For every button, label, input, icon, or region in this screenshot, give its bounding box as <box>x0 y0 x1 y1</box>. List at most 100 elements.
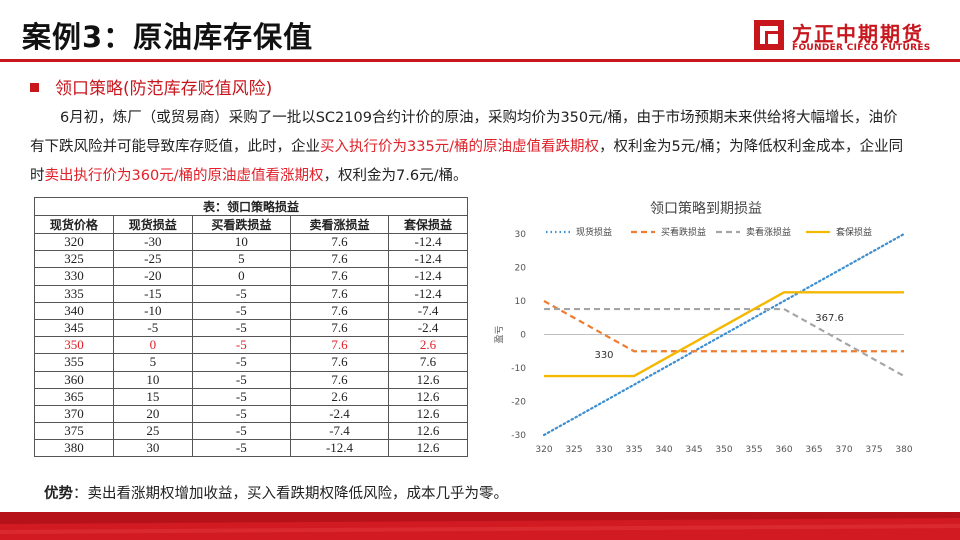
table-row: 320 -30 10 7.6 -12.4 <box>34 232 468 252</box>
legend-label: 现货损益 <box>576 226 612 238</box>
logo-chinese-name: 方正中期期货 <box>792 22 924 46</box>
table-cell: -5 <box>191 404 291 424</box>
paragraph-text-2: ，权利金为5元/桶；为降低权利金成本，企业同时 <box>30 139 904 184</box>
table-cell: -7.4 <box>388 301 468 320</box>
table-cell: 25 <box>112 422 193 441</box>
table-row: 355 5 -5 7.6 7.6 <box>34 353 468 372</box>
table-header: 套保损益 <box>388 215 468 234</box>
y-axis-label: 盈亏 <box>494 325 505 343</box>
x-tick-label: 320 <box>535 445 552 455</box>
advantage-note: 优势：卖出看涨期权增加收益，买入看跌期权降低风险，成本几乎为零。 <box>44 482 508 503</box>
table-cell: -5 <box>191 387 291 406</box>
table-cell: 5 <box>191 250 291 269</box>
table-cell: 12.6 <box>388 439 468 458</box>
table-row: 325 -25 5 7.6 -12.4 <box>34 250 468 269</box>
x-tick-label: 375 <box>865 445 882 455</box>
table-cell: 10 <box>112 370 193 389</box>
paragraph-text-3: ，权利金为7.6元/桶。 <box>323 168 468 184</box>
table-cell: 0 <box>112 336 193 355</box>
table-row: 335 -15 -5 7.6 -12.4 <box>34 284 468 303</box>
table-cell: -12.4 <box>388 250 468 269</box>
x-tick-label: 335 <box>625 445 642 455</box>
table-row: 340 -10 -5 7.6 -7.4 <box>34 301 468 320</box>
table-header: 现货价格 <box>34 215 114 234</box>
table-cell: -20 <box>112 267 193 286</box>
table-cell: 7.6 <box>289 267 390 286</box>
x-tick-label: 370 <box>835 445 852 455</box>
table-caption: 表：领口策略损益 <box>34 197 468 216</box>
table-cell: -2.4 <box>289 404 390 424</box>
x-tick-label: 345 <box>685 445 702 455</box>
y-tick-label: 30 <box>515 230 527 240</box>
series-line-1 <box>542 232 906 437</box>
table-cell: -5 <box>191 422 291 441</box>
table-cell: 335 <box>34 284 114 303</box>
y-tick-label: -20 <box>511 398 526 408</box>
logo-english-name: FOUNDER CIFCO FUTURES <box>792 43 931 53</box>
table-cell: 345 <box>34 318 114 338</box>
table-cell: 7.6 <box>289 370 390 389</box>
table-cell: 7.6 <box>289 232 390 252</box>
table-row: 370 20 -5 -2.4 12.6 <box>34 404 468 424</box>
table-header: 买看跌损益 <box>191 215 291 234</box>
table-row: 345 -5 -5 7.6 -2.4 <box>34 318 468 338</box>
page-title: 案例3：原油库存保值 <box>22 20 314 54</box>
footer-band <box>0 512 960 540</box>
x-tick-label: 380 <box>895 445 912 455</box>
table-cell: 340 <box>34 301 114 320</box>
payoff-chart: 领口策略到期损益 -30 -20 -10 0 10 20 30 320 325 330 335 340 3… <box>486 192 926 468</box>
table-row: 380 30 -5 -12.4 12.6 <box>34 439 468 458</box>
table-row: 330 -20 0 7.6 -12.4 <box>34 267 468 286</box>
table-cell: 330 <box>34 267 114 286</box>
table-cell: -5 <box>191 318 291 338</box>
table-cell: 10 <box>191 232 291 252</box>
table-cell: 30 <box>112 439 193 458</box>
table-cell: 7.6 <box>289 301 390 320</box>
y-tick-label: 20 <box>515 264 527 274</box>
chart-background <box>486 192 926 468</box>
case-description: 6月初，炼厂（或贸易商）采购了一批以SC2109合约计价的原油，采购均价为350… <box>30 104 910 191</box>
table-row: 360 10 -5 7.6 12.6 <box>34 370 468 389</box>
table-header: 卖看涨损益 <box>289 215 390 234</box>
chart-annotation: 367.6 <box>815 313 844 324</box>
table-cell: 370 <box>34 404 114 424</box>
table-cell: 20 <box>112 404 193 424</box>
legend-label: 套保损益 <box>836 226 872 238</box>
y-tick-label: 10 <box>515 297 527 307</box>
paragraph-highlight-put: 买入执行价为335元/桶的原油虚值看跌期权 <box>320 139 600 155</box>
table-cell: -12.4 <box>388 267 468 286</box>
table-cell: 12.6 <box>388 387 468 406</box>
x-tick-label: 330 <box>595 445 612 455</box>
table-cell: 15 <box>112 387 193 406</box>
table-cell: 2.6 <box>289 387 390 406</box>
paragraph-text-1: 6月初，炼厂（或贸易商）采购了一批以SC2109合约计价的原油，采购均价为350… <box>30 110 898 155</box>
table-cell: 0 <box>191 267 291 286</box>
table-cell: -5 <box>191 370 291 389</box>
table-cell: 5 <box>112 353 193 372</box>
table-cell: -2.4 <box>388 318 468 338</box>
table-row: 365 15 -5 2.6 12.6 <box>34 387 468 406</box>
y-tick-label: -30 <box>511 431 526 441</box>
table-cell: 375 <box>34 422 114 441</box>
table-cell: -12.4 <box>388 232 468 252</box>
table-cell: 12.6 <box>388 422 468 441</box>
table-cell: -5 <box>191 353 291 372</box>
table-cell: -25 <box>112 250 193 269</box>
table-cell: 360 <box>34 370 114 389</box>
x-tick-label: 355 <box>745 445 762 455</box>
x-tick-label: 360 <box>775 445 792 455</box>
series-line-2 <box>543 300 904 353</box>
table-cell: -15 <box>112 284 193 303</box>
table-cell: 365 <box>34 387 114 406</box>
brand-logo: 方正中期期货 FOUNDER CIFCO FUTURES <box>754 18 944 58</box>
x-tick-label: 365 <box>805 445 822 455</box>
section-heading-text: 领口策略(防范库存贬值风险) <box>55 79 273 99</box>
series-line-3 <box>544 307 905 378</box>
bullet-square-icon <box>30 82 39 92</box>
advantage-label: 优势 <box>44 486 73 502</box>
table-cell: 7.6 <box>289 353 390 372</box>
x-tick-label: 350 <box>715 445 732 455</box>
x-tick-label: 340 <box>655 445 672 455</box>
table-cell: -5 <box>191 301 291 320</box>
table-cell: 380 <box>34 439 114 458</box>
